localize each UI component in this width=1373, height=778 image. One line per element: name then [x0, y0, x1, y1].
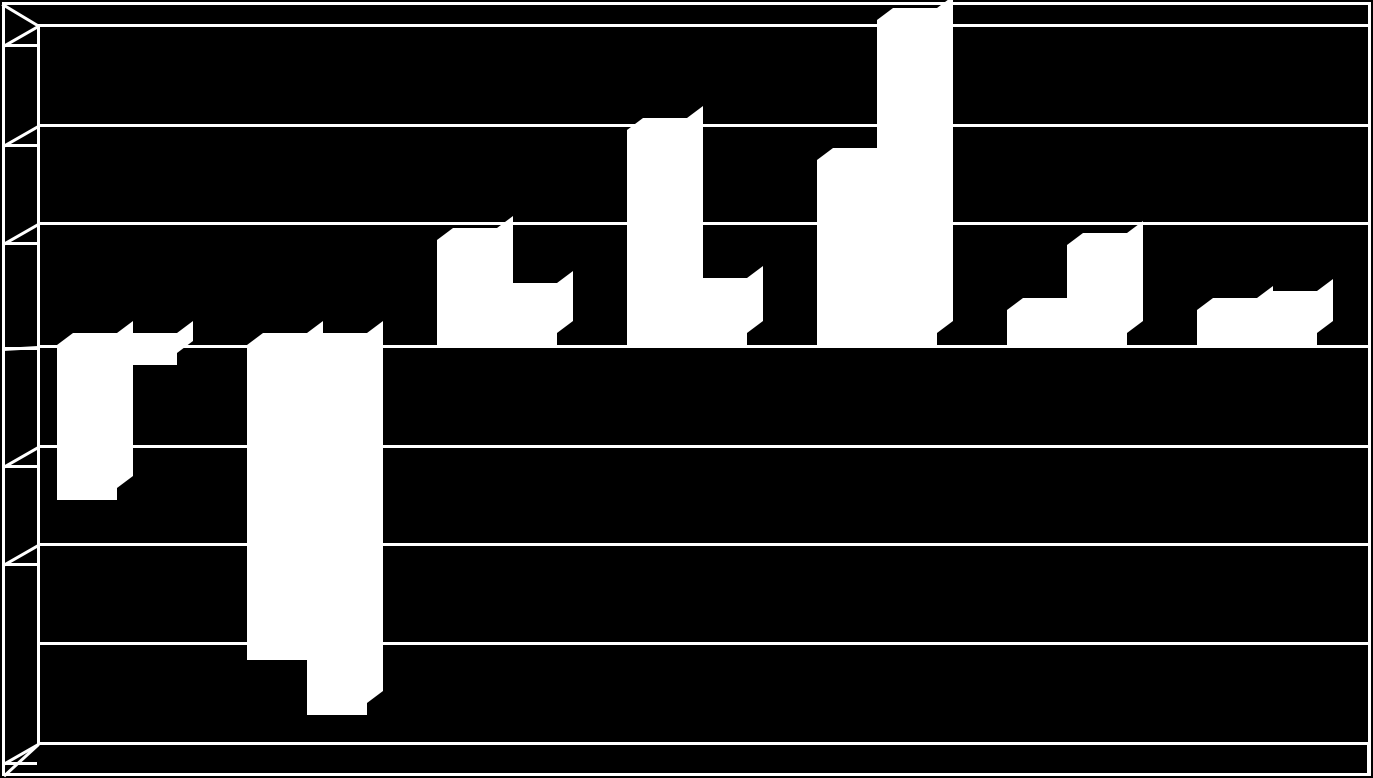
gridline	[37, 445, 1371, 448]
bar	[57, 345, 117, 500]
bar	[1257, 303, 1317, 345]
bar	[247, 345, 307, 660]
bar	[877, 20, 937, 345]
bar	[1067, 245, 1127, 345]
bar-side	[1317, 279, 1333, 333]
bar-side	[937, 0, 953, 333]
bar	[1197, 310, 1257, 345]
gridline	[37, 642, 1371, 645]
bar	[627, 130, 687, 345]
bar-side	[367, 321, 383, 703]
bar	[1007, 310, 1067, 345]
bar-chart-3d	[0, 0, 1373, 778]
gridline	[37, 124, 1371, 127]
bar	[117, 345, 177, 365]
gridline	[37, 345, 1371, 348]
bar	[497, 295, 557, 345]
bar-side	[747, 266, 763, 333]
bar-side	[557, 271, 573, 333]
gridline	[37, 543, 1371, 546]
gridline	[37, 24, 1371, 27]
bar	[817, 160, 877, 345]
bar	[307, 345, 367, 715]
bar	[437, 240, 497, 345]
gridline	[37, 222, 1371, 225]
bar	[687, 290, 747, 345]
